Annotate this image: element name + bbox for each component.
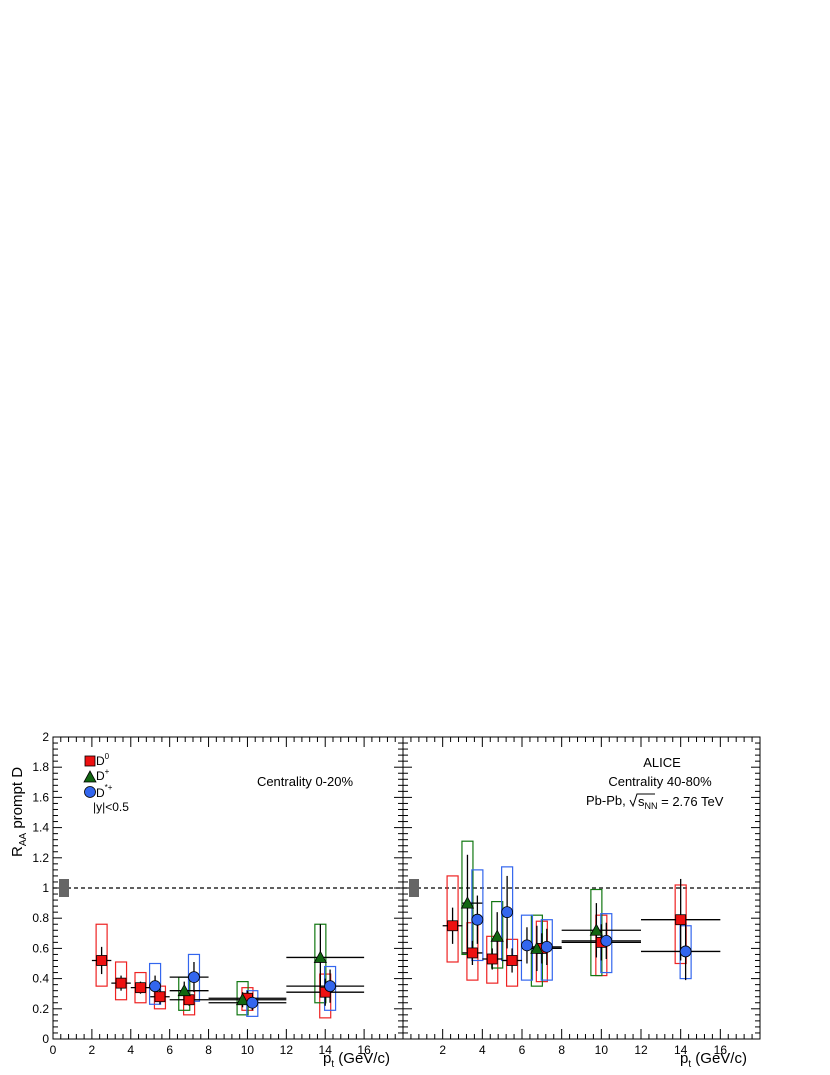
- centrality-label-left: Centrality 0-20%: [257, 774, 354, 789]
- legend: D0 D+ D*+ |y|<0.5: [83, 752, 129, 814]
- experiment-label: ALICE: [643, 755, 681, 770]
- d0-point: [135, 982, 146, 994]
- x-tick-label: 12: [280, 1043, 294, 1057]
- y-tick-label: 2: [42, 730, 49, 744]
- dstar-point: [679, 945, 692, 958]
- x-tick-label: 6: [519, 1043, 526, 1057]
- y-tick-label: 1.8: [32, 760, 49, 774]
- dplus-point: [589, 923, 604, 936]
- dplus-point: [235, 992, 250, 1006]
- dplus-point: [177, 983, 191, 997]
- x-tick-label: 2: [89, 1043, 96, 1057]
- x-tick-label: 10: [241, 1043, 255, 1057]
- dstar-point: [540, 940, 553, 953]
- y-tick-label: 0.8: [32, 911, 49, 925]
- d0-syst-box: [114, 961, 128, 1001]
- panel-right: 2 4 6 8 10 12 14 16 ALICE Centrality 40-80% Pb-…: [402, 736, 761, 1057]
- dstar-point: [188, 971, 200, 983]
- dplus-point: [313, 950, 328, 963]
- dstar-syst-box: [148, 962, 162, 1005]
- dstar-point: [501, 906, 514, 919]
- x-tick-label: 10: [595, 1043, 609, 1057]
- x-tick-label: 14: [674, 1043, 688, 1057]
- dplus-point: [460, 896, 475, 909]
- x-tick-label: 8: [558, 1043, 565, 1057]
- panel-left: 0 0.2 0.4 0.6 0.8 1 1.2 1.4 1.6 1.8 2 0 2 4 6 8 10 12 14 16…: [32, 730, 404, 1057]
- dstar-point: [246, 996, 259, 1009]
- d0-point: [183, 994, 195, 1006]
- x-tick-label: 6: [166, 1043, 173, 1057]
- dstar-syst-box: [471, 869, 484, 962]
- legend-d0-marker: [84, 755, 96, 767]
- x-tick-label: 14: [319, 1043, 333, 1057]
- legend-dplus-label: D+: [96, 767, 110, 783]
- x-tick-label: 2: [439, 1043, 446, 1057]
- dstar-point: [149, 980, 161, 993]
- svg-text:Pb-Pb,: Pb-Pb,: [586, 793, 626, 808]
- plot-frame-right: [402, 736, 761, 1040]
- d0-point: [506, 955, 518, 966]
- normalization-uncertainty-box: [59, 879, 69, 897]
- legend-d0: D0: [84, 752, 110, 768]
- y-tick-label: 0: [42, 1032, 49, 1046]
- legend-rapidity: |y|<0.5: [93, 800, 129, 814]
- d0-syst-box: [95, 923, 108, 987]
- dstar-point: [600, 934, 613, 947]
- x-tick-label: 4: [127, 1043, 134, 1057]
- legend-dplus: D+: [83, 767, 110, 783]
- dstar-point: [324, 980, 336, 993]
- d0-point: [675, 914, 687, 926]
- dplus-syst-box: [491, 900, 504, 969]
- dstar-point: [521, 939, 533, 952]
- x-tick-label: 16: [714, 1043, 728, 1057]
- y-tick-label: 0.4: [32, 972, 49, 986]
- centrality-label-right: Centrality 40-80%: [608, 774, 712, 789]
- x-tick-label: 12: [634, 1043, 648, 1057]
- dstar-syst-box: [520, 914, 534, 981]
- y-tick-label: 1.2: [32, 851, 49, 865]
- y-tick-label: 1.4: [32, 821, 49, 835]
- y-tick-label: 1.6: [32, 790, 49, 804]
- d0-point: [486, 953, 498, 965]
- sqrt-sign-icon: [629, 793, 655, 808]
- y-tick-label: 1: [42, 881, 49, 895]
- svg-text:sNN = 2.76 TeV: sNN = 2.76 TeV: [638, 794, 724, 811]
- legend-dstar: D*+: [84, 783, 113, 800]
- d0-point: [115, 977, 127, 989]
- d0-point: [154, 991, 166, 1003]
- y-tick-label: 0.2: [32, 1002, 49, 1016]
- y-axis-title: RAA prompt D: [9, 767, 29, 857]
- legend-d0-label: D0: [96, 752, 110, 768]
- dplus-point: [530, 941, 544, 954]
- x-tick-label: 16: [357, 1043, 371, 1057]
- dstar-point: [471, 913, 484, 926]
- x-tick-label: 0: [50, 1043, 57, 1057]
- x-tick-label: 4: [479, 1043, 486, 1057]
- y-tick-label: 0.6: [32, 941, 49, 955]
- normalization-uncertainty-box: [409, 879, 419, 897]
- legend-dstar-marker: [84, 786, 96, 798]
- d0-point: [447, 920, 458, 932]
- dplus-point: [490, 929, 504, 942]
- d0-syst-box: [446, 875, 459, 963]
- collision-system-label: Pb-Pb, sNN = 2.76 TeV: [586, 793, 724, 811]
- d0-point: [96, 955, 108, 966]
- legend-dplus-marker: [83, 770, 97, 783]
- d0-point: [467, 947, 478, 959]
- legend-dstar-label: D*+: [96, 783, 113, 800]
- x-axis-title-left: pt (GeV/c): [323, 1050, 390, 1070]
- x-tick-label: 8: [205, 1043, 212, 1057]
- x-axis-title-right: pt (GeV/c): [680, 1050, 747, 1070]
